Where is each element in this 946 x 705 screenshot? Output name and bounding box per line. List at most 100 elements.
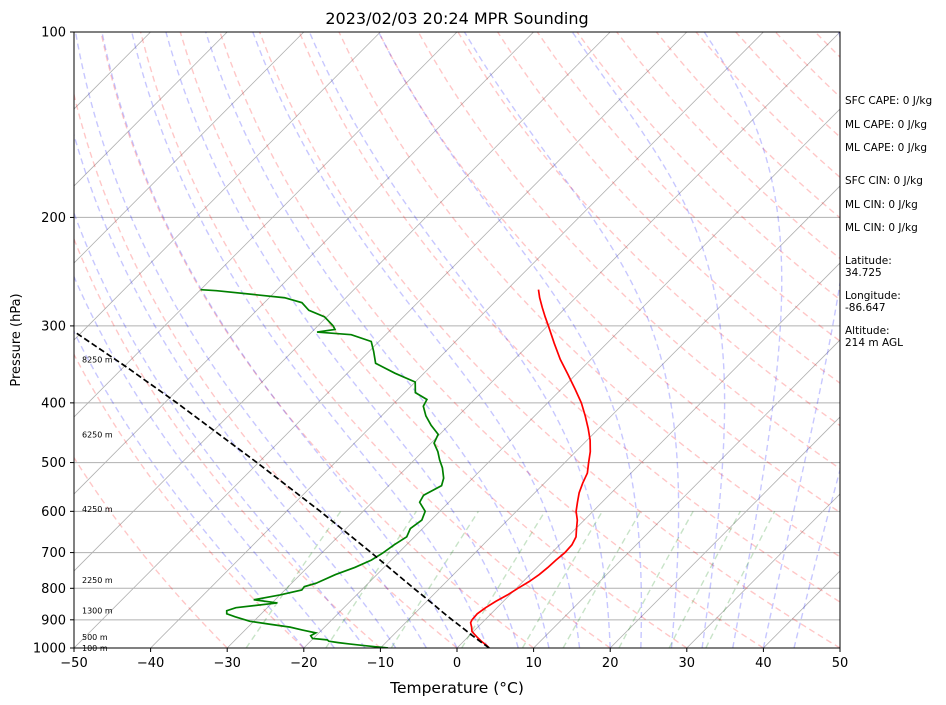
dry-adiabat [100,32,535,648]
index-annotation: Altitude: 214 m AGL [845,325,903,349]
moist-adiabat [793,467,840,648]
moist-adiabat [74,32,427,648]
dry-adiabat [179,32,688,648]
y-tick-label: 100 [41,26,66,41]
isotherm [226,32,840,648]
dry-adiabat [497,32,840,384]
dewpoint-line [200,288,445,648]
dry-adiabat [298,32,840,603]
x-tick-label: 20 [602,656,619,671]
height-label: 4250 m [82,505,113,514]
moist-adiabat [703,32,783,648]
index-annotation: ML CIN: 0 J/kg [845,199,918,211]
height-label: 2250 m [82,576,113,585]
y-tick-label: 1000 [33,642,66,657]
mixing-ratio-line [390,510,479,648]
moist-adiabat [308,32,611,648]
moist-adiabat [74,211,366,648]
isotherm [74,32,534,495]
index-annotation: ML CAPE: 0 J/kg [845,142,928,154]
y-tick-label: 200 [41,211,66,226]
moist-adiabat [74,132,397,648]
mixing-ratio-line [461,510,546,648]
dry-adiabat [219,32,764,648]
x-tick-label: −10 [367,656,394,671]
isotherm [74,32,228,187]
y-tick-label: 300 [41,319,66,334]
index-annotation: SFC CAPE: 0 J/kg [845,95,933,107]
x-tick-label: −40 [137,656,164,671]
x-tick-label: −20 [290,656,317,671]
dry-adiabat [74,91,458,648]
y-tick-label: 900 [41,613,66,628]
index-annotation: ML CIN: 0 J/kg [845,222,918,234]
isotherm [303,108,840,648]
x-tick-label: 10 [525,656,542,671]
x-tick-label: −30 [213,656,240,671]
height-label: 500 m [82,633,108,642]
dry-adiabat [576,32,840,301]
y-tick-label: 700 [41,546,66,561]
y-tick-label: 500 [41,456,66,471]
dry-adiabat [139,32,611,648]
x-tick-label: −50 [60,656,87,671]
isotherm [74,32,688,648]
x-tick-label: 30 [679,656,696,671]
isotherm [74,32,458,418]
x-tick-label: 40 [755,656,772,671]
isotherm [456,262,840,648]
isotherm [74,32,611,572]
y-tick-label: 800 [41,582,66,597]
isotherm [74,32,305,264]
dry-adiabat [338,32,840,558]
dry-adiabat [378,32,840,514]
dry-adiabat [74,237,381,648]
y-tick-label: 400 [41,396,66,411]
dry-adiabat [74,456,228,648]
height-label: 1300 m [82,607,113,616]
moist-adiabat [762,32,840,648]
mixing-ratio-line [245,510,342,648]
dry-adiabat [258,32,840,648]
moist-adiabat [101,32,458,648]
mixing-ratio-line [705,511,776,648]
index-annotation: Longitude: -86.647 [845,290,901,314]
mixing-ratio-line [668,511,741,648]
isotherm [609,416,840,648]
height-label: 6250 m [82,430,113,439]
height-label: 8250 m [82,355,113,364]
moist-adiabat [463,32,680,648]
mixing-ratio-line [618,510,694,648]
dry-adiabat [536,32,840,343]
reference-lines [74,32,840,648]
axes: −50 −40 −30 −20 −10 0 10 20 30 40 50 100 200 300 400 50… [33,26,848,672]
moist-adiabat [131,32,489,648]
x-tick-label: 0 [453,656,461,671]
isotherm [74,32,381,341]
index-annotation: SFC CIN: 0 J/kg [845,175,923,187]
height-labels: 100 m 500 m 1300 m 2250 m 4250 m 6250 m 8250 m [82,355,113,653]
y-tick-label: 600 [41,505,66,520]
parcel-line [74,330,490,648]
x-tick-label: 50 [832,656,849,671]
mixing-ratio-line [562,510,642,648]
index-annotation: ML CAPE: 0 J/kg [845,119,928,131]
mixing-ratio-line [325,510,417,648]
moist-adiabat [377,32,643,648]
data-lines [74,288,592,648]
mixing-ratio-line [521,510,603,648]
index-annotation: Latitude: 34.725 [845,255,892,279]
isotherm [380,185,840,648]
isotherm [533,339,840,648]
height-label: 100 m [82,644,108,653]
isotherm [686,493,840,648]
y-axis-label: Pressure (hPa) [9,293,24,386]
moist-adiabat [252,32,581,648]
chart-title: 2023/02/03 20:24 MPR Sounding [325,9,588,28]
temperature-line [469,289,592,648]
moist-adiabat [571,32,726,648]
isotherm [150,32,764,648]
moist-adiabat [205,32,550,648]
x-axis-label: Temperature (°C) [389,679,524,697]
